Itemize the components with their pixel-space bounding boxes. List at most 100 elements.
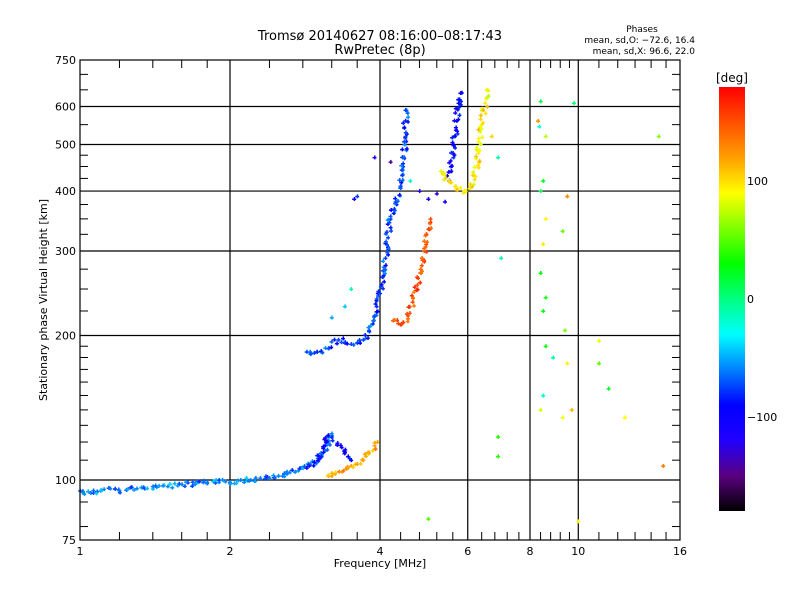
data-point xyxy=(190,480,195,485)
data-point xyxy=(422,239,427,244)
data-point xyxy=(458,91,463,96)
data-point xyxy=(325,473,330,478)
data-point xyxy=(306,462,311,467)
data-point xyxy=(271,473,276,478)
data-point xyxy=(489,134,494,139)
y-axis-label: Stationary phase Virtual Height [km] xyxy=(37,199,50,401)
data-point xyxy=(565,361,570,366)
data-point xyxy=(242,480,247,485)
data-point xyxy=(416,276,421,281)
data-point xyxy=(172,481,177,486)
data-point xyxy=(480,120,485,125)
data-point xyxy=(452,145,457,150)
data-point xyxy=(142,486,147,491)
data-point xyxy=(263,476,267,481)
data-point xyxy=(376,289,381,294)
data-point xyxy=(485,104,490,109)
data-point xyxy=(217,477,222,482)
data-point xyxy=(113,486,118,491)
data-point xyxy=(477,159,482,164)
data-point xyxy=(412,284,417,289)
data-point xyxy=(326,438,331,443)
data-point xyxy=(495,434,500,439)
data-point xyxy=(420,269,425,274)
data-point xyxy=(541,178,546,183)
data-point xyxy=(343,340,348,345)
data-point xyxy=(596,338,601,343)
data-point xyxy=(154,485,159,490)
data-point xyxy=(443,175,448,180)
data-point xyxy=(368,323,373,328)
data-point xyxy=(384,242,389,247)
data-point xyxy=(452,184,457,189)
data-point xyxy=(495,155,500,160)
data-point xyxy=(472,177,477,182)
data-point xyxy=(315,458,320,463)
data-point xyxy=(330,438,335,443)
data-point xyxy=(329,471,334,476)
data-point xyxy=(284,471,289,476)
data-point xyxy=(388,216,393,221)
data-point xyxy=(335,442,340,447)
data-point xyxy=(375,309,380,314)
x-tick-label: 1 xyxy=(77,545,84,558)
data-point xyxy=(300,466,305,471)
data-point xyxy=(458,102,463,107)
data-point xyxy=(333,470,338,475)
data-point xyxy=(316,453,321,458)
data-point xyxy=(418,267,423,272)
data-point xyxy=(323,345,328,350)
data-point xyxy=(479,126,484,131)
data-point xyxy=(541,308,546,313)
data-point xyxy=(476,151,481,156)
data-point xyxy=(117,490,122,495)
data-point xyxy=(445,173,450,178)
data-point xyxy=(606,386,611,391)
data-point xyxy=(383,267,388,272)
data-point xyxy=(495,454,500,459)
data-point xyxy=(388,228,393,233)
data-point xyxy=(392,206,397,211)
data-point xyxy=(401,155,406,160)
x-tick-label: 4 xyxy=(377,545,384,558)
colorbar-tick-label: −100 xyxy=(747,411,777,424)
data-point xyxy=(402,139,407,144)
data-point xyxy=(402,142,407,147)
data-point xyxy=(153,483,158,488)
data-point xyxy=(387,220,392,225)
data-point xyxy=(386,252,391,257)
data-point xyxy=(297,466,302,471)
data-point xyxy=(423,244,428,249)
data-point xyxy=(373,301,378,306)
data-point xyxy=(565,194,570,199)
data-point xyxy=(569,407,574,412)
data-point xyxy=(319,454,324,459)
data-point xyxy=(197,479,202,484)
data-point xyxy=(403,108,408,113)
data-point xyxy=(329,315,334,320)
data-point xyxy=(282,474,287,479)
data-point xyxy=(99,487,104,492)
data-point xyxy=(391,211,396,216)
data-point xyxy=(213,480,218,485)
data-point xyxy=(238,478,243,483)
data-point xyxy=(314,349,319,354)
data-point xyxy=(383,231,388,236)
data-point xyxy=(150,486,155,491)
data-point xyxy=(383,263,388,268)
chart-subtitle: RwPretec (8p) xyxy=(334,43,425,58)
data-point xyxy=(339,469,344,474)
data-point xyxy=(372,443,377,448)
data-point xyxy=(321,450,326,455)
data-point xyxy=(170,485,175,490)
data-point xyxy=(325,439,330,444)
x-axis-label: Frequency [MHz] xyxy=(334,557,426,570)
data-point xyxy=(380,268,385,273)
data-point xyxy=(399,163,404,168)
data-point xyxy=(452,133,457,138)
data-point xyxy=(125,487,130,492)
data-point xyxy=(361,337,366,342)
data-point xyxy=(312,350,317,355)
data-point xyxy=(310,459,315,464)
data-point xyxy=(329,345,334,350)
